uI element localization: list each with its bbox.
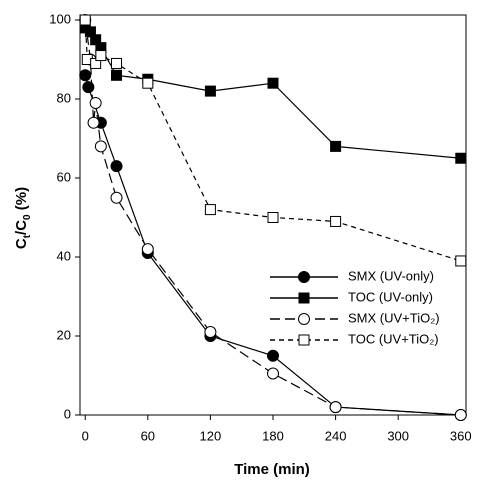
point <box>94 140 107 153</box>
point <box>455 255 467 267</box>
legend-label: SMX (UV+TiO₂) <box>348 310 440 325</box>
y-axis-label-part: C <box>13 238 30 249</box>
y-tick-label: 80 <box>57 90 71 105</box>
point <box>330 140 342 152</box>
legend-marker <box>298 271 310 283</box>
y-axis-label-part: 0 <box>22 214 33 220</box>
x-tick-label: 300 <box>387 428 409 443</box>
point <box>87 116 100 129</box>
point <box>79 69 92 82</box>
x-axis-label: Time (min) <box>234 461 310 478</box>
point <box>455 152 467 164</box>
point <box>267 77 279 89</box>
series-line <box>84 27 461 159</box>
point <box>204 204 216 216</box>
series-line <box>84 19 461 262</box>
point <box>267 367 279 380</box>
y-tick-label: 100 <box>49 11 71 26</box>
point <box>111 69 123 81</box>
x-tick-label: 360 <box>450 428 472 443</box>
y-axis-label-part: t <box>22 234 33 238</box>
legend-marker <box>298 313 310 325</box>
legend-marker <box>298 292 310 304</box>
x-tick-label: 180 <box>262 428 284 443</box>
y-tick-label: 60 <box>57 169 71 184</box>
y-tick-label: 0 <box>64 406 71 421</box>
point <box>110 160 123 173</box>
point <box>95 50 107 62</box>
y-tick-label: 40 <box>57 248 71 263</box>
point <box>204 85 216 97</box>
point <box>142 77 154 89</box>
x-tick-label: 240 <box>325 428 347 443</box>
point <box>454 409 467 421</box>
y-axis-label-part: (%) <box>13 187 30 215</box>
point <box>267 349 279 362</box>
x-tick-label: 120 <box>200 428 222 443</box>
series-line <box>84 75 461 416</box>
point <box>204 326 217 339</box>
point <box>79 14 91 26</box>
legend-label: TOC (UV+TiO₂) <box>348 331 439 346</box>
point <box>110 191 123 204</box>
x-tick-label: 0 <box>82 428 89 443</box>
legend-label: TOC (UV-only) <box>348 289 433 304</box>
point <box>141 243 154 256</box>
point <box>89 96 102 109</box>
point <box>267 212 279 223</box>
y-axis-label: Ct/C0 (%) <box>13 187 33 249</box>
y-axis-label-part: /C <box>13 220 30 235</box>
x-tick-label: 60 <box>141 428 155 443</box>
point <box>330 215 342 227</box>
legend-label: SMX (UV-only) <box>348 268 434 283</box>
y-tick-label: 20 <box>57 327 71 342</box>
point <box>329 401 342 414</box>
point <box>111 57 123 69</box>
legend-marker <box>298 334 310 346</box>
